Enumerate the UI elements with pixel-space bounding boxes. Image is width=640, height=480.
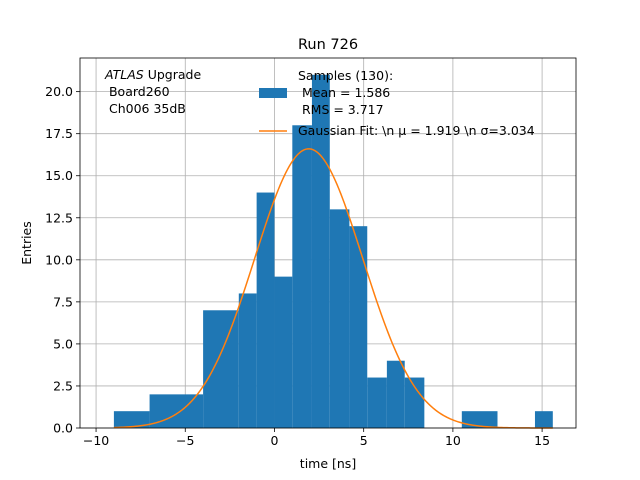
x-tick-label: 15 bbox=[534, 433, 550, 448]
x-axis-label: time [ns] bbox=[300, 456, 356, 471]
legend-histogram-swatch bbox=[259, 88, 287, 98]
y-tick-label: 2.5 bbox=[53, 378, 73, 393]
y-tick-label: 5.0 bbox=[53, 336, 73, 351]
axes-frame bbox=[79, 57, 577, 429]
atlas-annotation: ATLAS Upgrade Board260 Ch006 35dB bbox=[104, 67, 201, 116]
y-axis-label: Entries bbox=[19, 221, 34, 265]
x-tick-label: 5 bbox=[360, 433, 368, 448]
x-tick-label: 10 bbox=[445, 433, 461, 448]
chart-title: Run 726 bbox=[298, 37, 358, 53]
x-tick-label: 0 bbox=[270, 433, 278, 448]
histogram-bar bbox=[349, 226, 368, 428]
histogram-bar bbox=[461, 411, 498, 428]
y-tick-label: 10.0 bbox=[45, 252, 73, 267]
y-tick-label: 20.0 bbox=[45, 84, 73, 99]
y-tick-label: 12.5 bbox=[45, 210, 73, 225]
histogram-bar bbox=[534, 411, 553, 428]
x-tick-label: −5 bbox=[176, 433, 194, 448]
legend-fit-label: Gaussian Fit: \n μ = 1.919 \n σ=3.034 bbox=[298, 123, 535, 138]
histogram-bar bbox=[367, 377, 387, 428]
y-tick-label: 7.5 bbox=[53, 294, 73, 309]
legend-histogram-line-1: Samples (130): bbox=[298, 68, 393, 83]
histogram-bar bbox=[404, 377, 425, 428]
histogram-bar bbox=[386, 360, 405, 428]
histogram-bar bbox=[203, 310, 239, 428]
legend-histogram-line-3: RMS = 3.717 bbox=[298, 102, 384, 117]
y-tick-label: 0.0 bbox=[53, 421, 73, 436]
annotation-line-3: Ch006 35dB bbox=[105, 101, 186, 116]
histogram-bar bbox=[113, 411, 150, 428]
y-tick-label: 17.5 bbox=[45, 126, 73, 141]
annotation-line-2: Board260 bbox=[105, 84, 170, 99]
x-tick-label: −10 bbox=[83, 433, 109, 448]
annotation-upgrade: Upgrade bbox=[144, 67, 202, 82]
histogram-bars bbox=[113, 74, 553, 429]
histogram-bar bbox=[329, 209, 350, 428]
histogram-bar bbox=[238, 293, 257, 428]
legend: Samples (130): Mean = 1.586 RMS = 3.717 … bbox=[259, 68, 535, 138]
gaussian-fit-curve bbox=[113, 148, 553, 429]
axis-ticks: −10 −5 0 5 10 15 0.0 2.5 5.0 7.5 10.0 12.5 15.0 17.5 2… bbox=[45, 84, 550, 448]
histogram-bar bbox=[274, 276, 293, 428]
histogram-bar bbox=[311, 74, 330, 429]
annotation-line-1: ATLAS Upgrade bbox=[104, 67, 201, 82]
histogram-bar bbox=[256, 192, 275, 428]
histogram-bar bbox=[292, 125, 312, 428]
y-tick-label: 15.0 bbox=[45, 168, 73, 183]
atlas-italic: ATLAS bbox=[104, 67, 144, 82]
legend-histogram-line-2: Mean = 1.586 bbox=[298, 85, 390, 100]
